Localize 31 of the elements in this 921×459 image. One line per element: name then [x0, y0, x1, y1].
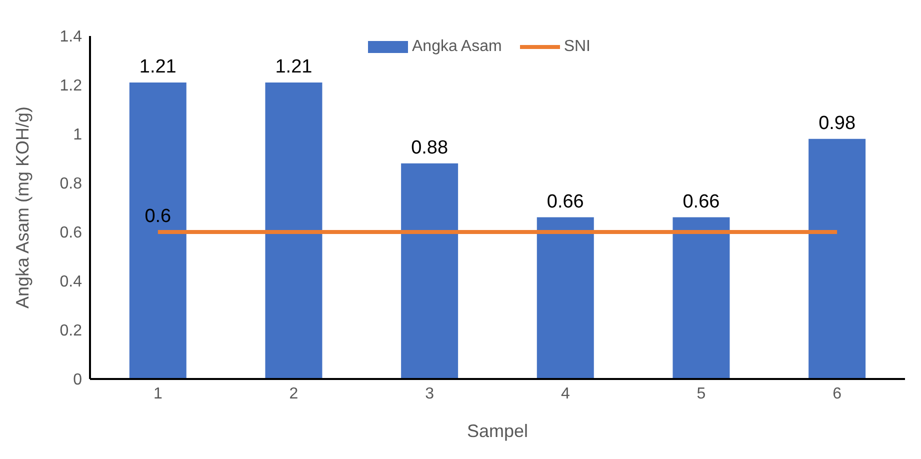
y-tick-label: 0	[73, 372, 82, 389]
data-label: 1.21	[139, 56, 176, 78]
bar	[808, 138, 866, 379]
y-tick-label: 1.4	[60, 28, 82, 46]
y-tick-label: 0.6	[60, 224, 82, 242]
bar	[265, 82, 322, 379]
bar	[401, 163, 458, 379]
data-label: 0.66	[682, 191, 720, 212]
data-label: 0.6	[144, 206, 172, 227]
data-label: 1.21	[275, 56, 312, 78]
x-tick-label: 1	[153, 385, 162, 402]
data-label: 0.98	[818, 112, 856, 134]
x-tick-label: 4	[560, 385, 570, 402]
x-tick-label: 2	[289, 385, 298, 402]
legend-label: SNI	[562, 38, 590, 56]
legend-label: Angka Asam	[411, 38, 502, 56]
y-axis-title: Angka Asam (mg KOH/g)	[12, 106, 32, 309]
x-tick-label: 5	[696, 385, 706, 402]
y-tick-label: 0.4	[60, 274, 82, 291]
data-label: 0.66	[546, 191, 584, 212]
bar	[672, 217, 730, 379]
y-tick-label: 1.2	[60, 78, 82, 95]
data-label: 0.88	[411, 137, 448, 158]
x-tick-label: 3	[425, 385, 434, 402]
bar	[536, 217, 594, 379]
y-tick-label: 0.8	[60, 176, 82, 193]
x-tick-label: 6	[832, 385, 842, 402]
bar	[129, 82, 186, 379]
y-tick-label: 1	[73, 126, 82, 144]
x-axis-title: Sampel	[466, 421, 528, 441]
y-tick-label: 0.2	[60, 322, 82, 340]
